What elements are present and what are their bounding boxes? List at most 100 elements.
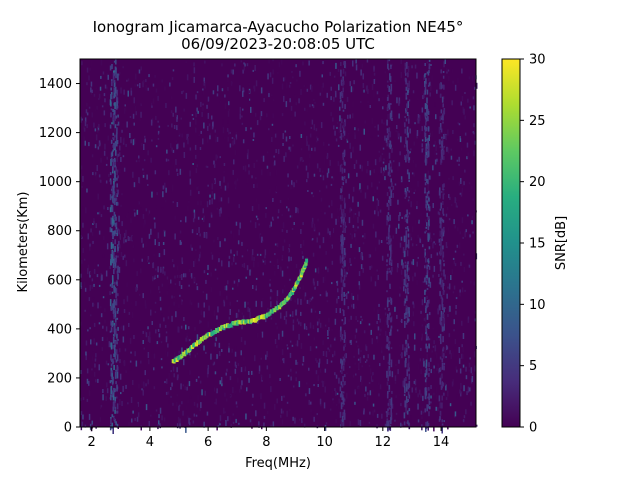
band-cell [390, 64, 392, 67]
band-cell [405, 403, 408, 408]
noise-cell [138, 202, 141, 205]
noise-cell [134, 83, 136, 87]
band-cell [114, 174, 116, 182]
band-cell [389, 370, 391, 377]
noise-cell [163, 317, 165, 322]
band-cell [110, 327, 113, 333]
noise-cell [358, 271, 361, 277]
noise-cell [347, 132, 350, 135]
noise-cell [375, 231, 377, 238]
band-cell [439, 123, 442, 130]
noise-cell [460, 192, 463, 197]
band-cell [110, 204, 113, 209]
noise-cell [391, 63, 394, 66]
noise-cell [142, 389, 144, 396]
band-cell [109, 207, 112, 213]
noise-cell [299, 269, 301, 274]
noise-cell [337, 288, 339, 293]
noise-cell [445, 135, 447, 141]
noise-cell [308, 388, 311, 395]
band-cell [117, 326, 119, 331]
band-cell [344, 62, 346, 65]
noise-cell [373, 307, 375, 312]
noise-cell [312, 325, 315, 330]
band-cell [115, 369, 117, 372]
noise-cell [264, 255, 266, 259]
noise-cell [249, 419, 252, 423]
noise-cell [251, 403, 254, 406]
noise-cell [445, 356, 447, 359]
band-cell [109, 65, 112, 71]
noise-cell [215, 139, 217, 143]
noise-cell [381, 153, 384, 155]
noise-cell [234, 150, 237, 156]
band-cell [408, 118, 410, 124]
noise-cell [323, 158, 326, 164]
noise-cell [270, 386, 272, 393]
noise-cell [333, 228, 335, 233]
noise-cell [285, 101, 288, 108]
noise-cell [161, 79, 163, 83]
band-cell [113, 183, 116, 188]
noise-cell [467, 316, 470, 320]
band-cell [425, 325, 427, 332]
band-cell [438, 139, 441, 144]
noise-cell [274, 160, 276, 166]
noise-cell [188, 326, 190, 330]
noise-cell [97, 126, 100, 131]
noise-cell [398, 97, 401, 104]
noise-cell [99, 142, 101, 146]
band-cell [406, 169, 409, 175]
noise-cell [448, 76, 450, 81]
noise-cell [459, 192, 462, 195]
noise-cell [164, 324, 167, 328]
band-cell [426, 288, 429, 290]
noise-cell [319, 311, 321, 314]
noise-cell [216, 354, 218, 360]
noise-cell [378, 239, 380, 245]
noise-cell [433, 426, 435, 432]
band-cell [116, 183, 118, 188]
noise-cell [446, 293, 448, 299]
noise-cell [173, 352, 176, 359]
band-cell [407, 383, 410, 390]
band-cell [339, 92, 342, 100]
noise-cell [82, 397, 85, 401]
noise-cell [358, 419, 360, 425]
band-cell [344, 381, 346, 385]
noise-cell [168, 372, 170, 379]
band-cell [341, 360, 344, 366]
band-cell [440, 217, 443, 223]
noise-cell [461, 344, 463, 348]
noise-cell [424, 120, 426, 123]
band-cell [343, 360, 345, 366]
noise-cell [234, 390, 236, 395]
noise-cell [372, 389, 374, 392]
noise-cell [104, 319, 106, 324]
band-cell [425, 332, 427, 335]
noise-cell [352, 374, 355, 378]
noise-cell [414, 219, 417, 225]
noise-cell [199, 147, 202, 150]
band-cell [424, 289, 426, 295]
noise-cell [296, 165, 299, 169]
band-cell [390, 397, 393, 405]
band-cell [388, 239, 390, 245]
noise-cell [378, 150, 380, 153]
noise-cell [473, 177, 475, 180]
noise-cell [299, 157, 302, 162]
noise-cell [324, 275, 326, 282]
noise-cell [138, 383, 140, 389]
band-cell [442, 382, 444, 387]
noise-cell [262, 259, 265, 263]
noise-cell [283, 287, 285, 293]
noise-cell [271, 216, 274, 220]
noise-cell [319, 190, 321, 193]
noise-cell [244, 301, 246, 308]
noise-cell [363, 330, 366, 334]
noise-cell [154, 74, 156, 78]
band-cell [339, 100, 342, 103]
noise-cell [293, 182, 295, 188]
noise-cell [143, 79, 145, 83]
noise-cell [448, 333, 451, 338]
